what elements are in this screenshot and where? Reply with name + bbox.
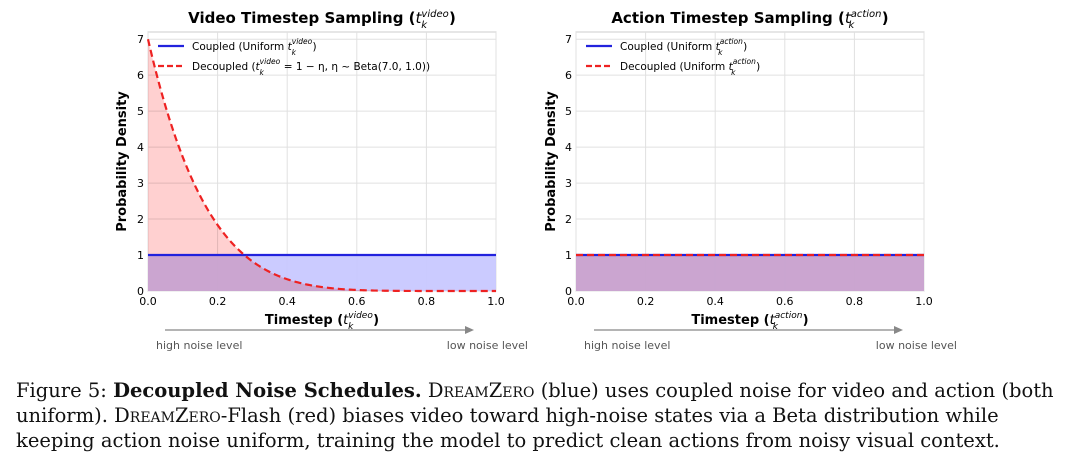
y-tick-label: 1	[565, 249, 572, 262]
legend-coupled-subscript: k	[718, 48, 723, 57]
legend-decoupled-text: Decoupled (Uniform	[620, 61, 729, 73]
xlabel-superscript: video	[348, 311, 373, 321]
y-axis-label: Probability Density	[544, 91, 559, 232]
legend-decoupled-close: = 1 − η, η ~ Beta(7.0, 1.0))	[280, 61, 430, 73]
legend-coupled-close: )	[312, 41, 316, 53]
y-tick-label: 6	[565, 69, 572, 82]
y-tick-label: 3	[137, 177, 144, 190]
legend-coupled-close: )	[743, 41, 747, 53]
chart-panel-1: 0.0 0.2 0.4 0.6 0.8 1.0 0 1 2 3 4 5 6 7 Video Timestep…	[115, 9, 528, 352]
noise-direction-arrow-head	[465, 326, 474, 334]
y-tick-label: 7	[137, 33, 144, 46]
xlabel-close: )	[373, 313, 379, 328]
y-tick-label: 2	[137, 213, 144, 226]
decoupled-series-line	[146, 38, 496, 293]
title-text: Action Timestep Sampling (	[611, 9, 845, 27]
x-tick-label: 0.4	[278, 295, 296, 308]
caption-flash-suffix: -Flash	[220, 404, 282, 427]
x-tick-label: 0.8	[418, 295, 436, 308]
low-noise-label: low noise level	[876, 339, 957, 352]
x-tick-label: 0.8	[846, 295, 864, 308]
legend-coupled-label: Coupled (Uniform tvideo k)	[192, 37, 317, 57]
x-tick-label: 0.6	[776, 295, 794, 308]
xlabel-close: )	[803, 313, 809, 328]
x-axis-label: Timestep (tvideo k)	[265, 311, 379, 332]
chart-title: Video Timestep Sampling (tvideo k)	[188, 9, 456, 31]
title-superscript: action	[851, 9, 882, 20]
legend-coupled-symbol: t	[288, 41, 293, 53]
xlabel-subscript: k	[348, 322, 354, 332]
chart-title: Action Timestep Sampling (taction k)	[611, 9, 888, 31]
title-close: )	[882, 9, 889, 27]
caption-text-1: (blue) uses coupled noise for video and …	[16, 379, 1054, 427]
y-tick-label: 4	[137, 141, 144, 154]
legend-coupled-text: Coupled (Uniform	[620, 41, 716, 53]
title-subscript: k	[421, 20, 428, 31]
legend-decoupled-symbol: t	[729, 61, 734, 73]
xlabel-text: Timestep (	[265, 313, 343, 328]
y-tick-label: 0	[565, 285, 572, 298]
legend-coupled-label: Coupled (Uniform taction k)	[620, 37, 747, 57]
y-tick-label: 5	[565, 105, 572, 118]
legend-decoupled-label: Decoupled (Uniform taction k)	[620, 57, 760, 77]
legend-decoupled-symbol: t	[256, 61, 261, 73]
xlabel-symbol: t	[343, 313, 349, 328]
chart-panel-2: 0.0 0.2 0.4 0.6 0.8 1.0 0 1 2 3 4 5 6 7 Action Timeste…	[544, 9, 957, 352]
legend-decoupled-superscript: video	[260, 57, 281, 66]
caption-label: Figure 5:	[16, 379, 107, 402]
title-close: )	[449, 9, 456, 27]
y-tick-label: 3	[565, 177, 572, 190]
high-noise-label: high noise level	[584, 339, 670, 352]
y-tick-label: 6	[137, 69, 144, 82]
x-tick-label: 1.0	[915, 295, 933, 308]
x-axis-label: Timestep (taction k)	[691, 311, 808, 332]
caption-bold-title: Decoupled Noise Schedules.	[113, 379, 422, 402]
title-text: Video Timestep Sampling (	[188, 9, 415, 27]
low-noise-label: low noise level	[447, 339, 528, 352]
x-tick-label: 0.4	[706, 295, 724, 308]
title-subscript: k	[849, 20, 856, 31]
legend-decoupled-subscript: k	[260, 68, 265, 77]
caption-text-2: (red) biases video toward high-noise sta…	[16, 404, 1000, 452]
legend-coupled-superscript: action	[720, 37, 743, 46]
legend-coupled-symbol: t	[716, 41, 721, 53]
y-tick-label: 4	[565, 141, 572, 154]
xlabel-superscript: action	[775, 311, 803, 321]
x-tick-label: 0.2	[209, 295, 227, 308]
y-tick-label: 5	[137, 105, 144, 118]
decoupled-area-fill	[148, 39, 496, 291]
legend-decoupled-subscript: k	[731, 68, 736, 77]
x-tick-label: 1.0	[487, 295, 505, 308]
noise-direction-arrow-head	[894, 326, 903, 334]
title-symbol: t	[845, 9, 852, 27]
legend-decoupled-text: Decoupled (	[192, 61, 256, 73]
high-noise-label: high noise level	[156, 339, 242, 352]
xlabel-text: Timestep (	[691, 313, 769, 328]
figure-caption: Figure 5: Decoupled Noise Schedules. Dre…	[16, 378, 1072, 453]
y-axis-label: Probability Density	[115, 91, 130, 232]
legend-coupled-text: Coupled (Uniform	[192, 41, 288, 53]
xlabel-subscript: k	[773, 322, 779, 332]
legend-decoupled-superscript: action	[733, 57, 756, 66]
legend-coupled-superscript: video	[292, 37, 313, 46]
x-tick-label: 0.6	[348, 295, 366, 308]
caption-model-name-flash: DreamZero	[114, 404, 221, 427]
y-tick-label: 7	[565, 33, 572, 46]
x-tick-label: 0.0	[567, 295, 585, 308]
y-tick-label: 2	[565, 213, 572, 226]
title-symbol: t	[416, 9, 423, 27]
title-superscript: video	[421, 9, 448, 20]
x-tick-label: 0.0	[139, 295, 157, 308]
y-tick-label: 1	[137, 249, 144, 262]
caption-model-name: DreamZero	[427, 379, 535, 402]
x-tick-label: 0.2	[637, 295, 655, 308]
legend-decoupled-label: Decoupled (tvideo k = 1 − η, η ~ Beta(7.0…	[192, 57, 430, 77]
legend-coupled-subscript: k	[292, 48, 297, 57]
legend-decoupled-close: )	[756, 61, 760, 73]
decoupled-area-fill	[576, 255, 924, 291]
y-tick-label: 0	[137, 285, 144, 298]
xlabel-symbol: t	[770, 313, 776, 328]
figure: 0.0 0.2 0.4 0.6 0.8 1.0 0 1 2 3 4 5 6 7 Video Timestep…	[115, 9, 957, 352]
